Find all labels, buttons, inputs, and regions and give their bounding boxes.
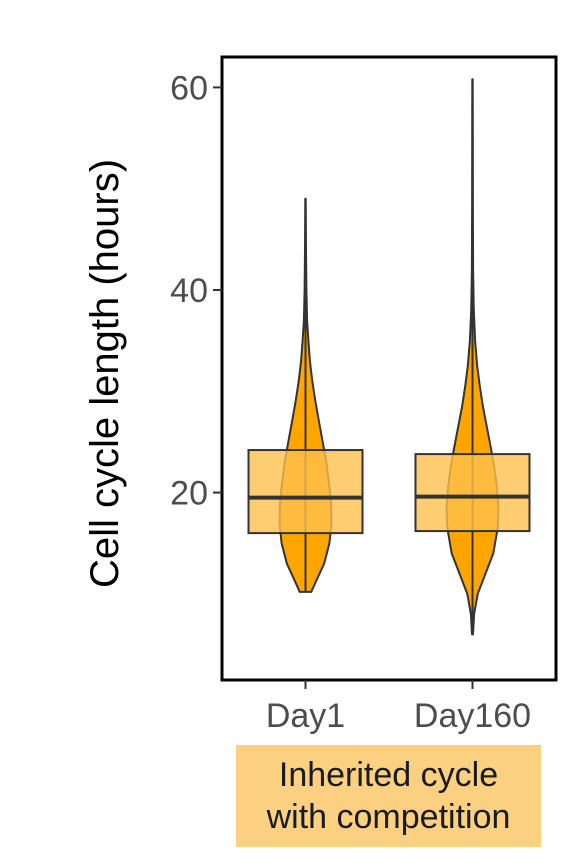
- y-tick-label-20: 20: [170, 475, 208, 513]
- plot-frame: [220, 55, 558, 682]
- y-tick-label-60: 60: [170, 69, 208, 107]
- facet-strip: Inherited cycle with competition: [236, 745, 541, 847]
- violin-layer: [278, 78, 500, 636]
- y-axis: 20 40 60: [170, 69, 222, 513]
- y-axis-title: Cell cycle length (hours): [83, 159, 127, 588]
- box-day160: [414, 453, 531, 533]
- x-tick-label-day1: Day1: [266, 697, 345, 735]
- facet-label-line-1: Inherited cycle: [278, 756, 499, 794]
- facet-label-line-2: with competition: [266, 798, 511, 836]
- box-day1: [247, 449, 364, 535]
- y-tick-label-40: 40: [170, 272, 208, 310]
- box-layer: [247, 449, 531, 535]
- x-axis: Day1 Day160: [266, 680, 531, 735]
- median-layer: [248, 494, 530, 500]
- x-tick-label-day160: Day160: [414, 697, 531, 735]
